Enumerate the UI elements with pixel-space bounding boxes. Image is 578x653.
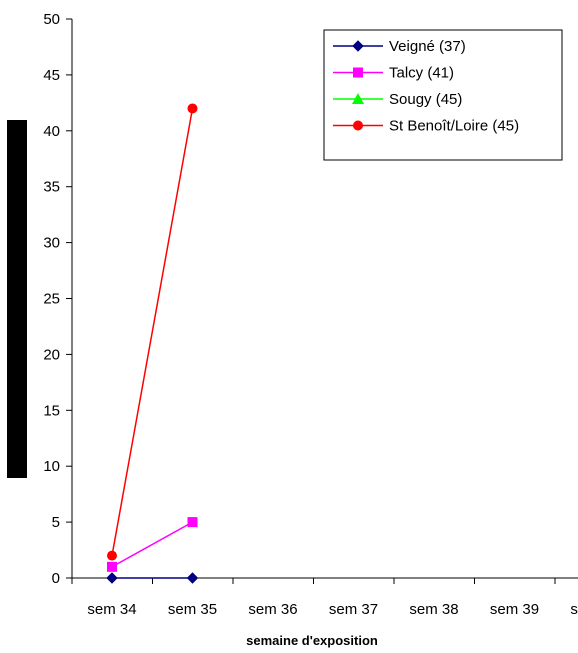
x-tick-label: sem 36 (248, 601, 297, 618)
data-point (106, 572, 118, 584)
x-tick-label: sem 40 (570, 601, 578, 618)
x-tick-label: sem 39 (490, 601, 539, 618)
legend-label: Talcy (41) (389, 65, 454, 82)
legend: Veigné (37) Talcy (41) Sougy (45) St Benoît… (323, 29, 563, 161)
y-axis-title-bar (7, 120, 27, 478)
y-tick-label: 35 (43, 179, 60, 196)
x-axis-title: semaine d'exposition (246, 633, 378, 648)
axes: 0 5 10 15 20 25 30 35 40 45 50 sem 34 sem 35 sem 36 se… (43, 11, 578, 618)
series-line (111, 108, 194, 556)
series-markers (106, 103, 199, 584)
series-lines (111, 108, 194, 579)
legend-marker (353, 120, 363, 131)
data-point (107, 550, 117, 561)
data-point (187, 517, 198, 528)
y-tick-label: 25 (43, 291, 60, 308)
y-tick-label: 50 (43, 11, 60, 28)
legend-marker (352, 93, 364, 104)
legend-label: Sougy (45) (389, 91, 462, 108)
y-tick-label: 45 (43, 67, 60, 84)
data-point (187, 103, 198, 114)
y-tick-label: 40 (43, 123, 60, 140)
x-tick-label: sem 34 (87, 601, 136, 618)
legend-label: St Benoît/Loire (45) (389, 118, 519, 135)
y-tick-label: 20 (43, 346, 60, 363)
legend-box (323, 29, 563, 161)
y-tick-label: 0 (52, 570, 60, 587)
x-tick-label: sem 35 (168, 601, 217, 618)
data-point (186, 572, 199, 584)
y-tick-label: 15 (43, 402, 60, 419)
series-line (111, 521, 193, 568)
y-tick-label: 10 (43, 458, 60, 475)
x-tick-label: sem 37 (329, 601, 378, 618)
y-tick-label: 30 (43, 235, 60, 252)
legend-marker (352, 40, 364, 52)
legend-label: Veigné (37) (389, 38, 466, 55)
data-point (107, 561, 117, 572)
legend-marker (353, 67, 363, 78)
y-tick-label: 5 (52, 514, 60, 531)
x-tick-label: sem 38 (409, 601, 458, 618)
